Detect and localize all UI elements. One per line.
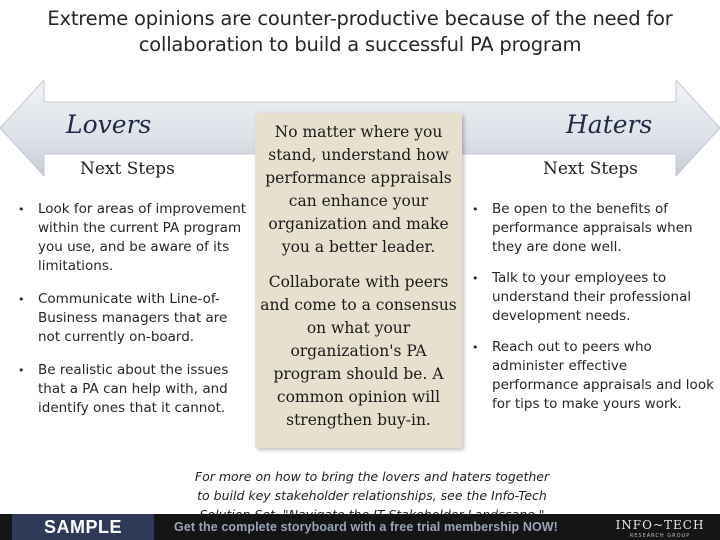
footer-note-line-3: Solution Set, "Navigate the IT Stakehold… <box>199 507 545 517</box>
bullet-icon: • <box>18 364 25 377</box>
haters-next-steps-list: • Be open to the benefits of performance… <box>472 200 714 428</box>
bullet-icon: • <box>472 341 479 354</box>
bullet-icon: • <box>18 203 25 216</box>
lovers-next-steps-list: • Look for areas of improvement within t… <box>18 200 250 432</box>
bullet-icon: • <box>472 203 479 216</box>
bullet-text: Talk to your employees to understand the… <box>492 270 692 324</box>
bullet-text: Be realistic about the issues that a PA … <box>38 362 229 416</box>
title-line-2: collaboration to build a successful PA p… <box>138 33 582 56</box>
list-item: • Be open to the benefits of performance… <box>472 200 714 257</box>
bullet-icon: • <box>18 293 25 306</box>
list-item: • Talk to your employees to understand t… <box>472 269 714 326</box>
footer-note-line-1: For more on how to bring the lovers and … <box>194 469 550 484</box>
bullet-text: Communicate with Line-of-Business manage… <box>38 291 228 345</box>
info-tech-logo: INFO~TECH RESEARCH GROUP <box>604 514 716 540</box>
list-item: • Be realistic about the issues that a P… <box>18 361 250 418</box>
bullet-text: Reach out to peers who administer effect… <box>492 339 714 412</box>
bullet-icon: • <box>472 272 479 285</box>
list-item: • Reach out to peers who administer effe… <box>472 338 714 414</box>
haters-next-steps-heading: Next Steps <box>543 159 638 179</box>
svg-text:RESEARCH GROUP: RESEARCH GROUP <box>630 533 690 539</box>
title-line-1: Extreme opinions are counter-productive … <box>47 7 673 30</box>
center-paragraph-1: No matter where you stand, understand ho… <box>265 123 452 256</box>
bullet-text: Be open to the benefits of performance a… <box>492 201 693 255</box>
center-advice-box: No matter where you stand, understand ho… <box>255 113 462 448</box>
list-item: • Communicate with Line-of-Business mana… <box>18 290 250 347</box>
sample-badge: SAMPLE <box>12 514 154 540</box>
bullet-text: Look for areas of improvement within the… <box>38 201 247 274</box>
lovers-next-steps-heading: Next Steps <box>80 159 175 179</box>
footer-note-line-2: to build key stakeholder relationships, … <box>197 488 547 503</box>
center-paragraph-2: Collaborate with peers and come to a con… <box>260 273 457 429</box>
lovers-label: Lovers <box>66 110 152 139</box>
footer-note: For more on how to bring the lovers and … <box>176 467 568 517</box>
svg-text:INFO~TECH: INFO~TECH <box>616 518 705 532</box>
trial-membership-link[interactable]: Get the complete storyboard with a free … <box>174 520 558 534</box>
haters-label: Haters <box>566 110 653 139</box>
slide-title: Extreme opinions are counter-productive … <box>0 6 720 58</box>
list-item: • Look for areas of improvement within t… <box>18 200 250 276</box>
